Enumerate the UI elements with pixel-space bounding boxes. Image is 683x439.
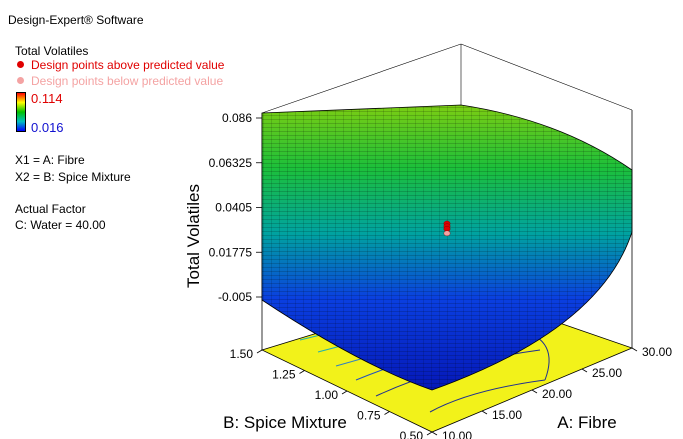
x-axis: 10.00 15.00 20.00 25.00 30.00	[431, 345, 672, 439]
x-tick-mark	[481, 410, 488, 415]
response-surface	[261, 104, 633, 391]
design-points	[443, 220, 451, 237]
y-tick-label: 1.25	[272, 368, 296, 382]
x-tick-mark	[531, 389, 538, 394]
legend-above-label: Design points above predicted value	[31, 58, 225, 72]
z-tick-label: 0.086	[222, 111, 252, 125]
legend-below-label: Design points below predicted value	[31, 74, 224, 88]
y-tick-label: 1.00	[315, 388, 339, 402]
z-tick-label: -0.005	[218, 290, 252, 304]
x-tick-label: 20.00	[542, 387, 572, 401]
z-tick-label: 0.01775	[209, 245, 253, 259]
z-axis-title: Total Volatiles	[184, 184, 203, 288]
z-tick-label: 0.06325	[209, 156, 253, 170]
x-axis-title: A: Fibre	[557, 413, 617, 432]
y-tick-mark	[384, 411, 390, 415]
y-axis-title: B: Spice Mixture	[223, 413, 347, 432]
scale-max-label: 0.114	[31, 91, 63, 106]
x-tick-mark	[631, 347, 638, 352]
y-axis: 0.50 0.75 1.00 1.25 1.50	[230, 347, 433, 439]
y-tick-mark	[341, 390, 348, 395]
scale-min-label: 0.016	[31, 120, 64, 135]
actual-factor-title: Actual Factor	[15, 202, 86, 216]
x-tick-label: 30.00	[642, 345, 672, 359]
x2-definition: X2 = B: Spice Mixture	[15, 170, 131, 184]
above-point-marker	[17, 61, 24, 68]
y-tick-label: 0.50	[400, 429, 424, 439]
y-tick-mark	[426, 431, 433, 436]
response-name: Total Volatiles	[15, 44, 89, 58]
x-tick-label: 25.00	[592, 366, 622, 380]
actual-factor-value: C: Water = 40.00	[15, 218, 106, 232]
y-tick-mark	[256, 349, 263, 354]
color-scale-bar	[16, 92, 26, 132]
x-tick-mark	[431, 431, 438, 436]
x-tick-mark	[581, 368, 588, 373]
x1-definition: X1 = A: Fibre	[15, 153, 85, 167]
y-tick-label: 0.75	[357, 409, 381, 423]
y-tick-mark	[299, 370, 305, 374]
y-tick-label: 1.50	[230, 347, 254, 361]
x-tick-label: 10.00	[442, 429, 472, 439]
z-tick-label: 0.0405	[215, 201, 252, 215]
design-point-below	[443, 230, 451, 237]
below-point-marker	[17, 77, 24, 84]
z-axis: 0.086 0.06325 0.0405 0.01775 -0.005	[209, 111, 262, 304]
x-tick-label: 15.00	[492, 408, 522, 422]
software-title: Design-Expert® Software	[8, 13, 144, 27]
